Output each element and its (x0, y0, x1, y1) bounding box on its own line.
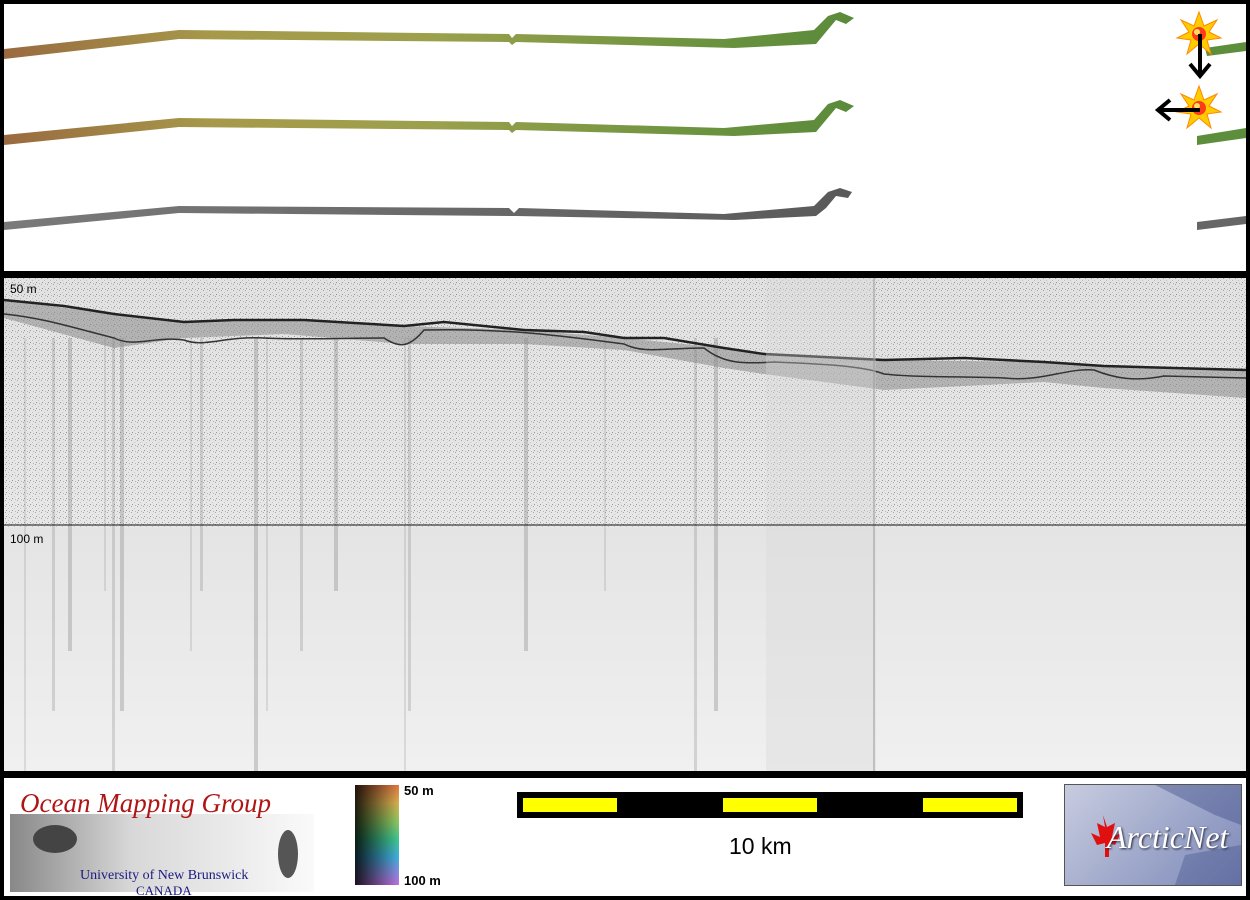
scale-bar (517, 792, 1023, 818)
depth-colorbar (355, 785, 399, 885)
swath-strip-colored-1 (4, 12, 854, 59)
seafloor-reflector (4, 298, 1246, 372)
subbottom-profile (4, 278, 1246, 771)
seabed-sediment (4, 300, 1246, 398)
arcticnet-logo: ArcticNet (1064, 784, 1242, 886)
colorbar-top-label: 50 m (404, 783, 434, 798)
scale-label: 10 km (729, 833, 792, 859)
subbottom-profile-panel: 50 m 100 m (4, 278, 1246, 771)
swath-fragment-right-3 (1197, 216, 1246, 230)
swath-fragment-right-2 (1197, 128, 1246, 145)
swath-strips (4, 10, 1246, 230)
noise-streak (68, 338, 72, 651)
noise-streak (694, 338, 697, 771)
noise-streak (524, 338, 528, 651)
swath-strip-gray (4, 188, 852, 230)
colorbar-bottom-label: 100 m (404, 873, 441, 888)
scale-segment (523, 798, 617, 812)
swath-fragment-right-1 (1205, 42, 1246, 56)
noise-streak (190, 338, 192, 651)
maple-leaf-icon (1091, 785, 1241, 885)
swath-strips-panel (4, 4, 1246, 271)
arrow-down-icon (1188, 34, 1212, 80)
sun-icon (1175, 84, 1223, 130)
noise-streak (24, 338, 26, 771)
footer-legend: Ocean Mapping Group University of New Br… (4, 778, 1246, 896)
arcticnet-text: ArcticNet (1107, 819, 1229, 855)
omg-logo-graphic (10, 814, 314, 892)
noise-streak (604, 338, 606, 591)
noise-streak (200, 338, 203, 591)
omg-country: CANADA (136, 883, 192, 896)
noise-streak (112, 338, 115, 771)
ocean-mapping-group-logo: Ocean Mapping Group University of New Br… (10, 784, 314, 896)
omg-university: University of New Brunswick (80, 868, 249, 883)
noise-streak (104, 338, 106, 591)
depth-label-100m: 100 m (10, 532, 44, 546)
subsurface-reflector (4, 313, 1246, 380)
ship-silhouette-icon (33, 825, 77, 853)
sonar-silhouette-icon (278, 830, 298, 878)
omg-title: Ocean Mapping Group (20, 788, 271, 818)
noise-streak (334, 338, 338, 591)
scale-segment (923, 798, 1017, 812)
arrow-left-icon (1154, 98, 1200, 122)
scale-segment (723, 798, 817, 812)
noise-streak (404, 338, 406, 771)
noise-streak (254, 338, 258, 771)
noise-streak (300, 338, 303, 651)
swath-strip-colored-2 (4, 100, 854, 145)
depth-label-50m: 50 m (10, 282, 37, 296)
